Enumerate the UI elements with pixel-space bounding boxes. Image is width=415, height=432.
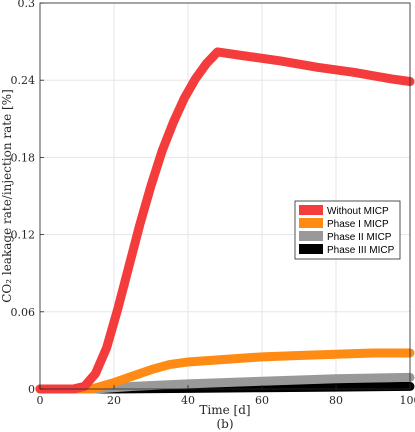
- legend-label: Phase I MICP: [327, 219, 389, 230]
- y-tick-label: 0.24: [11, 74, 36, 87]
- x-tick-label: 20: [107, 394, 121, 407]
- legend-swatch: [299, 218, 323, 228]
- tick-labels: 0 20 40 60 80 100 0 0.06 0.12 0.18 0.24 0.3: [11, 0, 415, 407]
- series-line-without-micp: [35, 47, 415, 394]
- y-tick-label: 0: [28, 383, 35, 396]
- y-tick-label: 0.12: [11, 229, 36, 242]
- plot-frame: [39, 2, 411, 390]
- legend: Without MICP Phase I MICP Phase II MICP Pha…: [294, 200, 401, 260]
- x-tick-label: 60: [255, 394, 269, 407]
- axes: [39, 2, 411, 390]
- series-line-phase-i-micp: [35, 348, 415, 394]
- y-tick-label: 0.3: [18, 0, 36, 10]
- legend-swatch: [299, 244, 323, 254]
- legend-swatch: [299, 205, 323, 215]
- legend-label: Phase II MICP: [327, 232, 392, 243]
- y-axis-label: CO₂ leakage rate/injection rate [%]: [0, 89, 14, 303]
- x-axis-label: Time [d]: [199, 403, 250, 417]
- x-tick-label: 80: [329, 394, 343, 407]
- y-tick-label: 0.06: [11, 306, 36, 319]
- x-tick-label: 0: [37, 394, 44, 407]
- figure-caption: (b): [216, 417, 233, 431]
- legend-label: Without MICP: [327, 206, 389, 217]
- legend-label: Phase III MICP: [327, 245, 395, 256]
- x-tick-label: 100: [400, 394, 415, 407]
- legend-swatch: [299, 231, 323, 241]
- x-tick-label: 40: [181, 394, 195, 407]
- grid: [39, 2, 411, 390]
- y-tick-label: 0.18: [11, 151, 36, 164]
